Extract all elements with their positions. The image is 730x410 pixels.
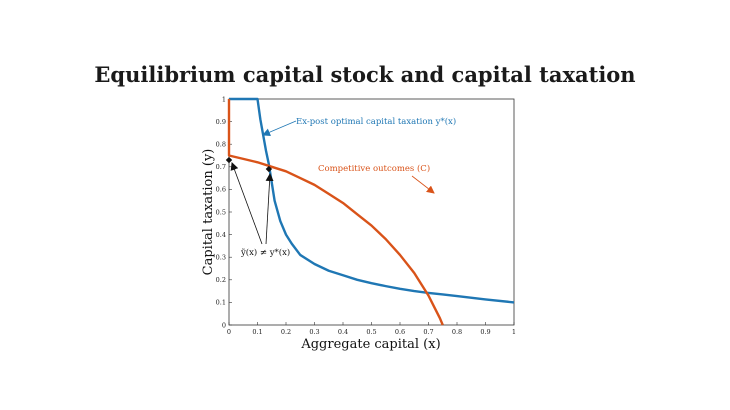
y-tick-label: 1 [222,95,226,103]
annotation-arrow-right [265,173,274,245]
x-tick-label: 0.5 [366,328,376,336]
y-tick-label: 0 [222,321,226,329]
x-tick-label: 0 [227,328,231,336]
data-point-marker [265,165,273,173]
data-point-marker [225,156,233,164]
y-axis-label: Capital taxation (y) [201,149,216,276]
points-layer [225,156,273,173]
y-tick-label: 0.8 [216,141,226,149]
series-line-competitive-outcomes [227,99,444,326]
y-tick-label: 0.1 [216,299,226,307]
x-tick-label: 0.8 [452,328,462,336]
x-tick-label: 0.7 [423,328,433,336]
annotation-inequality-label: ỹ(x) ≠ y*(x) [240,247,290,258]
x-tick-label: 0.1 [252,328,262,336]
y-tick-label: 0.5 [216,208,226,216]
annotation-blue-label: Ex-post optimal capital taxation y*(x) [296,116,456,127]
annotation-arrow-left [230,162,263,245]
plot-area [228,98,515,326]
x-tick-label: 0.9 [480,328,490,336]
series-layer [227,97,515,326]
y-tick-label: 0.6 [216,186,226,194]
y-tick-label: 0.9 [216,118,226,126]
y-tick-label: 0.3 [216,254,226,262]
x-tick-label: 0.6 [395,328,405,336]
y-ticks: 0 0.1 0.2 0.3 0.4 0.5 0.6 0.7 0.8 0.9 1 [216,95,232,329]
x-tick-label: 0.3 [309,328,319,336]
x-tick-label: 1 [512,328,516,336]
series-line-ex-post-optimal [229,97,515,304]
y-tick-label: 0.7 [216,163,226,171]
x-tick-label: 0.4 [338,328,348,336]
x-ticks: 0 0.1 0.2 0.3 0.4 0.5 0.6 0.7 0.8 0.9 1 [227,322,516,336]
x-tick-label: 0.2 [281,328,291,336]
x-axis-label: Aggregate capital (x) [300,337,440,352]
annotation-blue-arrow [262,120,297,136]
y-tick-label: 0.2 [216,276,226,284]
y-tick-label: 0.4 [216,231,226,239]
page-title: Equilibrium capital stock and capital ta… [94,62,636,87]
annotation-orange-arrow [411,175,435,194]
annotation-orange-label: Competitive outcomes (C) [318,163,430,174]
